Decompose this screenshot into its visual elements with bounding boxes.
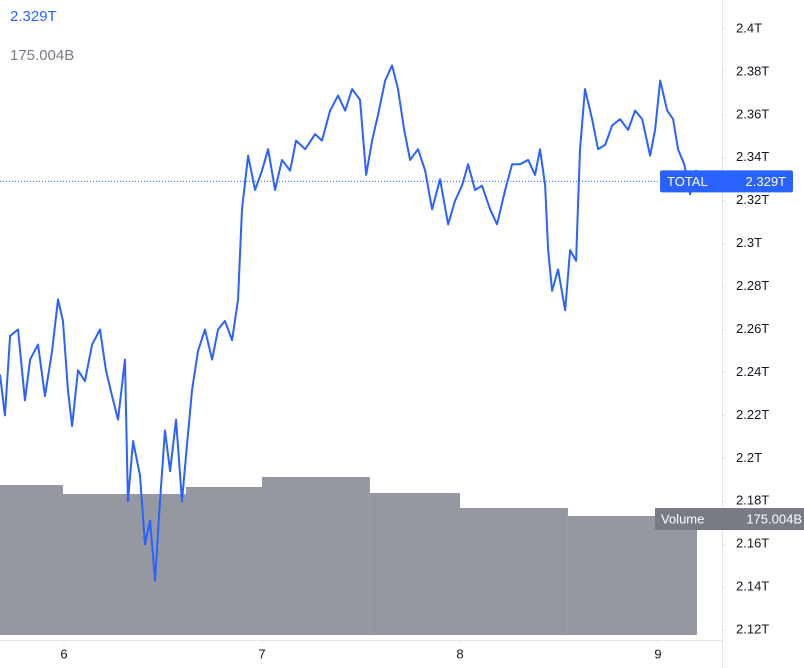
header-volume: 175.004B: [10, 47, 74, 64]
x-tick-label: 6: [60, 646, 67, 661]
volume-bar: [567, 516, 698, 635]
y-tick-label: 2.22T: [736, 407, 769, 422]
volume-last-value: 175.004B: [746, 511, 802, 526]
y-tick-label: 2.18T: [736, 493, 769, 508]
volume-bar: [185, 486, 262, 635]
volume-bar: [62, 493, 186, 635]
legend-label: TOTAL: [667, 174, 708, 189]
y-tick-label: 2.3T: [736, 235, 762, 250]
y-tick-label: 2.16T: [736, 536, 769, 551]
volume-bar: [0, 485, 63, 635]
volume-bar: [261, 476, 370, 635]
price-line: [0, 64, 702, 582]
y-tick-label: 2.14T: [736, 579, 769, 594]
y-tick-label: 2.34T: [736, 149, 769, 164]
y-tick-label: 2.28T: [736, 278, 769, 293]
volume-label-box: [655, 508, 804, 531]
y-tick-label: 2.4T: [736, 20, 762, 35]
volume-bar: [460, 508, 568, 635]
x-tick-label: 9: [654, 646, 661, 661]
x-tick-label: 7: [258, 646, 265, 661]
last-value-label: 2.329T: [746, 174, 787, 189]
y-tick-label: 2.2T: [736, 450, 762, 465]
volume-name: Volume: [661, 511, 704, 526]
volume-bar: [369, 493, 461, 635]
y-tick-label: 2.24T: [736, 364, 769, 379]
header-value: 2.329T: [10, 8, 57, 25]
y-tick-label: 2.38T: [736, 63, 769, 78]
x-tick-label: 8: [456, 646, 463, 661]
y-tick-label: 2.32T: [736, 192, 769, 207]
y-tick-label: 2.12T: [736, 622, 769, 637]
y-tick-label: 2.36T: [736, 106, 769, 121]
y-tick-label: 2.26T: [736, 321, 769, 336]
last-value-box: [660, 170, 793, 193]
